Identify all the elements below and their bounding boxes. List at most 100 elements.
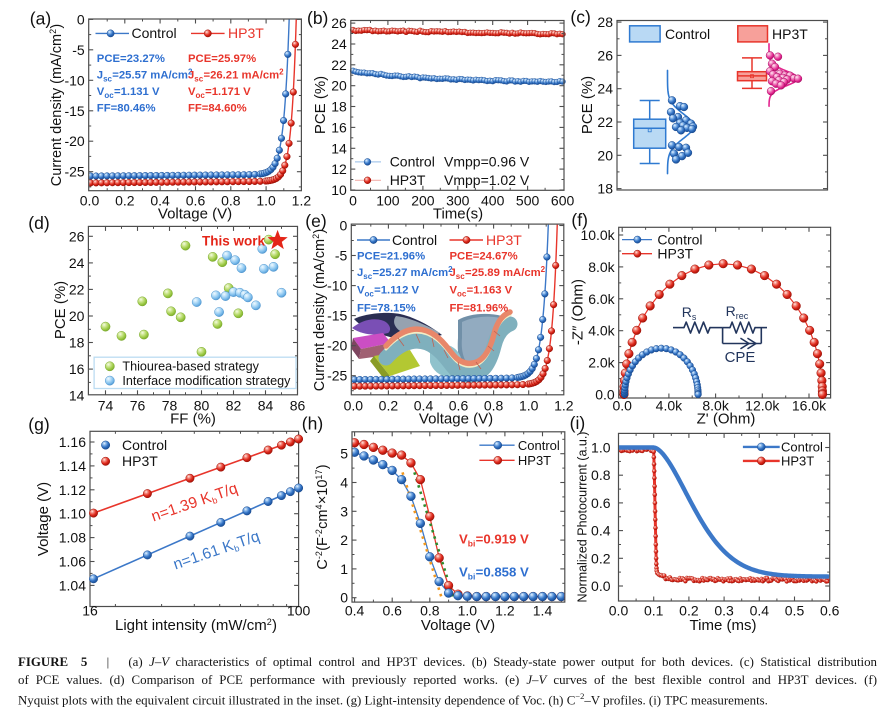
svg-text:-10: -10 bbox=[64, 72, 84, 88]
svg-text:FF=78.15%: FF=78.15% bbox=[357, 302, 416, 314]
svg-text:1.16: 1.16 bbox=[59, 434, 86, 450]
svg-text:(a): (a) bbox=[30, 9, 51, 29]
svg-text:Z' (Ohm): Z' (Ohm) bbox=[697, 411, 756, 428]
svg-text:Jsc =25.57 mA/cm2: Jsc =25.57 mA/cm2 bbox=[97, 68, 193, 84]
svg-text:0.2: 0.2 bbox=[591, 550, 611, 566]
svg-text:0.0: 0.0 bbox=[344, 398, 364, 414]
svg-text:20: 20 bbox=[331, 78, 347, 94]
svg-text:12: 12 bbox=[331, 161, 347, 177]
svg-text:600: 600 bbox=[551, 193, 575, 209]
svg-text:6.0k: 6.0k bbox=[588, 291, 615, 307]
svg-text:1.14: 1.14 bbox=[59, 458, 86, 474]
svg-text:26: 26 bbox=[69, 228, 85, 244]
svg-text:Voltage (V): Voltage (V) bbox=[419, 411, 493, 428]
svg-text:2.0k: 2.0k bbox=[588, 355, 615, 371]
svg-text:0.4: 0.4 bbox=[345, 603, 365, 619]
svg-text:HP3T: HP3T bbox=[122, 453, 158, 469]
svg-text:0.2: 0.2 bbox=[379, 398, 399, 414]
svg-text:Jsc =25.27 mA/cm2: Jsc =25.27 mA/cm2 bbox=[357, 265, 453, 281]
svg-text:20: 20 bbox=[69, 308, 85, 324]
svg-text:1.10: 1.10 bbox=[59, 506, 86, 522]
svg-text:3: 3 bbox=[340, 503, 348, 519]
svg-text:PCE=21.96%: PCE=21.96% bbox=[357, 251, 425, 263]
svg-text:1.0: 1.0 bbox=[256, 193, 276, 209]
svg-text:0.8: 0.8 bbox=[591, 467, 611, 483]
svg-text:24: 24 bbox=[331, 36, 347, 52]
svg-text:PCE=23.27%: PCE=23.27% bbox=[97, 53, 165, 65]
svg-text:0.2: 0.2 bbox=[115, 193, 135, 209]
svg-text:-Z″ (Ohm): -Z″ (Ohm) bbox=[570, 279, 587, 345]
svg-text:-25: -25 bbox=[64, 164, 84, 180]
svg-text:Control: Control bbox=[518, 438, 560, 453]
svg-text:Control: Control bbox=[657, 231, 702, 247]
svg-text:0.4: 0.4 bbox=[750, 603, 770, 619]
svg-text:1.06: 1.06 bbox=[59, 554, 86, 570]
svg-text:18: 18 bbox=[331, 99, 347, 115]
svg-text:1.2: 1.2 bbox=[495, 603, 515, 619]
svg-text:Vbi =0.919 V: Vbi =0.919 V bbox=[459, 532, 529, 549]
svg-text:0.0: 0.0 bbox=[609, 603, 629, 619]
svg-text:HP3T: HP3T bbox=[228, 25, 264, 41]
svg-text:0: 0 bbox=[340, 218, 348, 234]
svg-text:0.6: 0.6 bbox=[186, 193, 206, 209]
svg-text:PCE=25.97%: PCE=25.97% bbox=[188, 53, 256, 65]
svg-text:80: 80 bbox=[194, 398, 210, 414]
svg-text:-5: -5 bbox=[72, 42, 85, 58]
svg-text:Control: Control bbox=[665, 26, 710, 42]
svg-text:HP3T: HP3T bbox=[772, 26, 808, 42]
svg-text:1.2: 1.2 bbox=[554, 398, 574, 414]
svg-text:16: 16 bbox=[331, 119, 347, 135]
svg-text:78: 78 bbox=[162, 398, 178, 414]
svg-text:86: 86 bbox=[290, 398, 306, 414]
svg-text:Control: Control bbox=[122, 437, 167, 453]
svg-text:1.0: 1.0 bbox=[458, 603, 478, 619]
svg-text:(c): (c) bbox=[570, 7, 590, 27]
svg-text:400: 400 bbox=[481, 193, 505, 209]
svg-text:Jsc =26.21 mA/cm2: Jsc =26.21 mA/cm2 bbox=[188, 68, 284, 84]
svg-text:Control: Control bbox=[781, 440, 823, 455]
svg-text:1.04: 1.04 bbox=[59, 577, 86, 593]
svg-text:26: 26 bbox=[597, 47, 613, 63]
svg-text:Interface modification strateg: Interface modification strategy bbox=[122, 374, 291, 388]
svg-text:12.0k: 12.0k bbox=[745, 398, 780, 414]
svg-text:24: 24 bbox=[597, 81, 613, 97]
svg-text:(f): (f) bbox=[571, 210, 588, 230]
svg-text:4.0k: 4.0k bbox=[588, 323, 615, 339]
svg-text:1.4: 1.4 bbox=[533, 603, 553, 619]
svg-text:Control: Control bbox=[132, 25, 177, 41]
svg-text:Light intensity (mW/cm2 ): Light intensity (mW/cm2 ) bbox=[115, 617, 277, 634]
svg-text:500: 500 bbox=[516, 193, 540, 209]
svg-text:1.2: 1.2 bbox=[292, 193, 312, 209]
svg-text:8.0k: 8.0k bbox=[588, 259, 615, 275]
svg-text:Time(s): Time(s) bbox=[433, 206, 483, 223]
svg-text:100: 100 bbox=[287, 603, 311, 619]
svg-text:Control: Control bbox=[392, 232, 437, 248]
svg-text:0: 0 bbox=[77, 11, 85, 27]
svg-text:10.0k: 10.0k bbox=[580, 227, 615, 243]
svg-text:HP3T: HP3T bbox=[657, 246, 693, 262]
svg-text:Current density (mA/cm2 ): Current density (mA/cm2 ) bbox=[48, 24, 65, 186]
svg-text:0.6: 0.6 bbox=[591, 495, 611, 511]
svg-text:0.4: 0.4 bbox=[414, 398, 434, 414]
svg-text:(b): (b) bbox=[307, 8, 328, 28]
svg-text:0.3: 0.3 bbox=[714, 603, 734, 619]
svg-text:0.4: 0.4 bbox=[591, 523, 611, 539]
svg-text:10: 10 bbox=[331, 182, 347, 198]
svg-text:0: 0 bbox=[349, 193, 357, 209]
svg-text:-20: -20 bbox=[64, 133, 84, 149]
svg-text:CPE: CPE bbox=[725, 349, 756, 366]
svg-text:0.5: 0.5 bbox=[785, 603, 805, 619]
svg-text:0.0: 0.0 bbox=[595, 387, 615, 403]
svg-text:FF=84.60%: FF=84.60% bbox=[188, 103, 247, 115]
svg-text:16: 16 bbox=[82, 603, 98, 619]
svg-text:0.6: 0.6 bbox=[820, 603, 840, 619]
svg-text:HP3T: HP3T bbox=[390, 172, 426, 188]
svg-text:4: 4 bbox=[340, 475, 348, 491]
svg-text:20: 20 bbox=[597, 147, 613, 163]
svg-text:100: 100 bbox=[376, 193, 400, 209]
svg-text:1.0: 1.0 bbox=[591, 440, 611, 456]
svg-text:Time (ms): Time (ms) bbox=[690, 617, 757, 634]
svg-text:(h): (h) bbox=[302, 414, 323, 434]
svg-text:Normalized Photocurrent (a.u.): Normalized Photocurrent (a.u.) bbox=[576, 432, 590, 603]
svg-text:Vmpp=0.96 V: Vmpp=0.96 V bbox=[444, 154, 530, 170]
